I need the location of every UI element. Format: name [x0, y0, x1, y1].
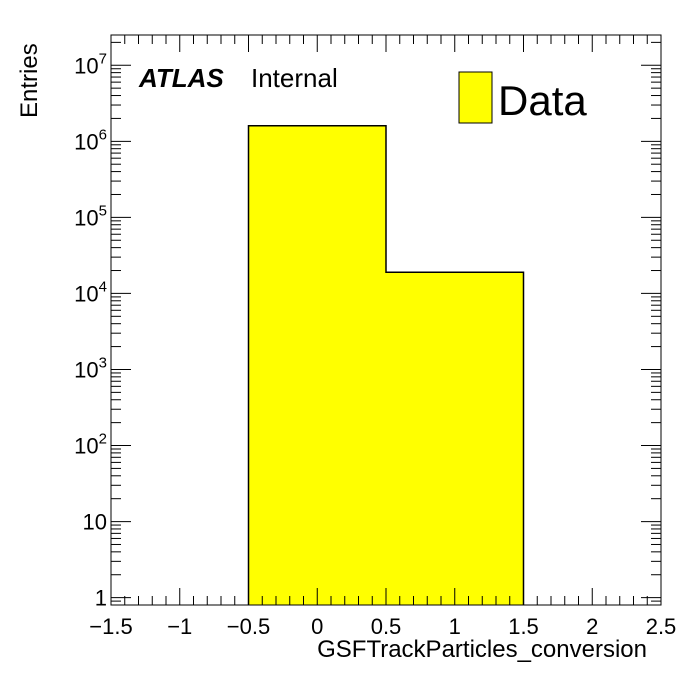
y-tick-label: 10 — [83, 510, 107, 535]
axis-ticks — [110, 35, 662, 606]
legend: Data — [458, 71, 587, 124]
x-tick-label: 2.5 — [646, 614, 677, 639]
y-tick-label: 107 — [74, 50, 107, 78]
x-tick-label: −0.5 — [227, 614, 270, 639]
x-axis-title: GSFTrackParticles_conversion — [317, 636, 647, 663]
x-tick-label: 2 — [586, 614, 598, 639]
y-axis-title: Entries — [16, 43, 43, 118]
atlas-status-label: Internal — [251, 63, 338, 93]
histogram-outline — [247, 125, 525, 605]
legend-label-data: Data — [498, 77, 587, 124]
x-tick-label: 1 — [449, 614, 461, 639]
x-tick-label: −1 — [167, 614, 192, 639]
histogram-bar — [248, 125, 386, 605]
bars-layer — [247, 125, 525, 605]
atlas-label: ATLAS — [138, 63, 224, 93]
x-tick-label: 1.5 — [508, 614, 539, 639]
y-tick-label: 103 — [74, 354, 107, 382]
y-tick-label: 106 — [74, 126, 107, 154]
x-tick-label: −1.5 — [89, 614, 132, 639]
tick-labels: −1.5 −1 −0.5 0 0.5 1 1.5 2 2.5 1 10 102 103 104 105 106… — [74, 50, 676, 639]
y-tick-label: 105 — [74, 202, 107, 230]
histogram-bar — [386, 272, 524, 605]
y-tick-label: 104 — [74, 278, 107, 306]
y-tick-label: 1 — [95, 586, 107, 611]
legend-swatch-data — [458, 71, 493, 124]
x-tick-label: 0.5 — [371, 614, 402, 639]
y-tick-label: 102 — [74, 431, 107, 459]
x-tick-label: 0 — [311, 614, 323, 639]
